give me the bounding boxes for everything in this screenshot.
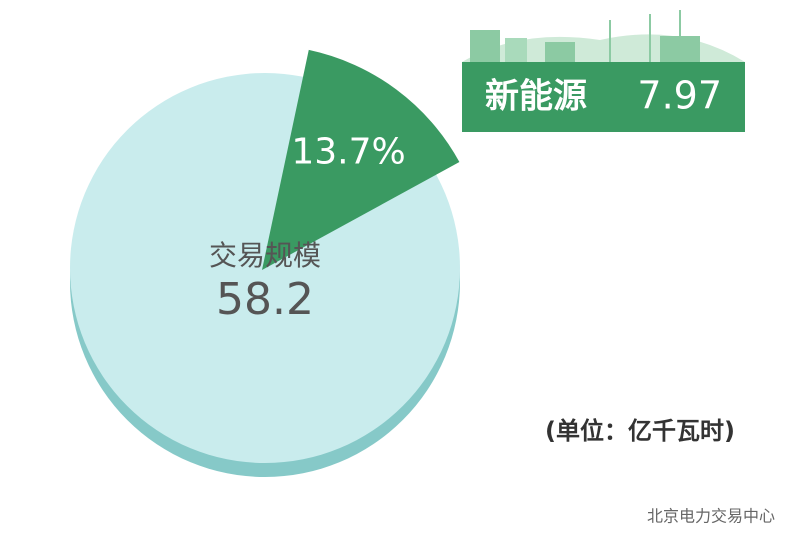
- pie-slice: [262, 49, 460, 270]
- total-value: 58.2: [216, 274, 314, 325]
- label-box: [462, 62, 745, 132]
- slice-name: 新能源: [485, 77, 587, 117]
- watermark: 北京电力交易中心: [647, 507, 775, 526]
- slice-amount: 7.97: [637, 74, 722, 118]
- scenery: [462, 10, 745, 62]
- unit-note: (单位：亿千瓦时): [545, 417, 735, 445]
- pie: 13.7%: [70, 49, 460, 477]
- total-label: 交易规模: [209, 239, 321, 272]
- slice-percent: 13.7%: [291, 132, 405, 173]
